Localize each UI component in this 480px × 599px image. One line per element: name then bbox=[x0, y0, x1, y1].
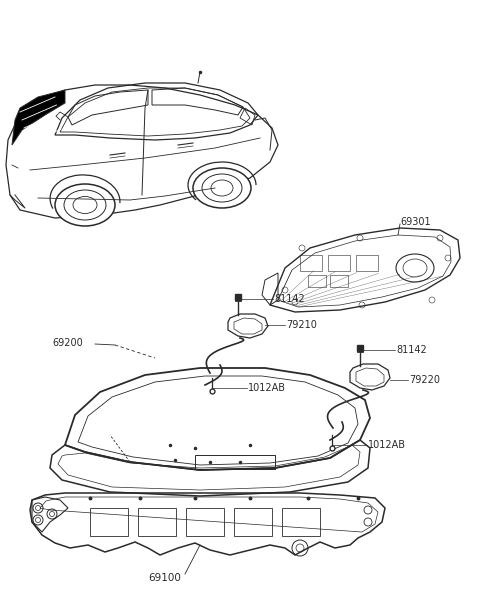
Text: 79220: 79220 bbox=[409, 375, 440, 385]
Polygon shape bbox=[12, 90, 65, 145]
Text: 1012AB: 1012AB bbox=[368, 440, 406, 450]
Bar bbox=[138, 508, 176, 536]
Ellipse shape bbox=[55, 184, 115, 226]
Text: 1012AB: 1012AB bbox=[248, 383, 286, 393]
Bar bbox=[234, 508, 272, 536]
Text: 81142: 81142 bbox=[274, 294, 305, 304]
Text: 79210: 79210 bbox=[286, 320, 317, 330]
Text: 81142: 81142 bbox=[396, 345, 427, 355]
Text: 69200: 69200 bbox=[52, 338, 83, 348]
Text: 69301: 69301 bbox=[400, 217, 431, 227]
Ellipse shape bbox=[193, 168, 251, 208]
Bar bbox=[186, 508, 224, 536]
Bar bbox=[282, 508, 320, 536]
Text: 69100: 69100 bbox=[148, 573, 181, 583]
Bar bbox=[90, 508, 128, 536]
